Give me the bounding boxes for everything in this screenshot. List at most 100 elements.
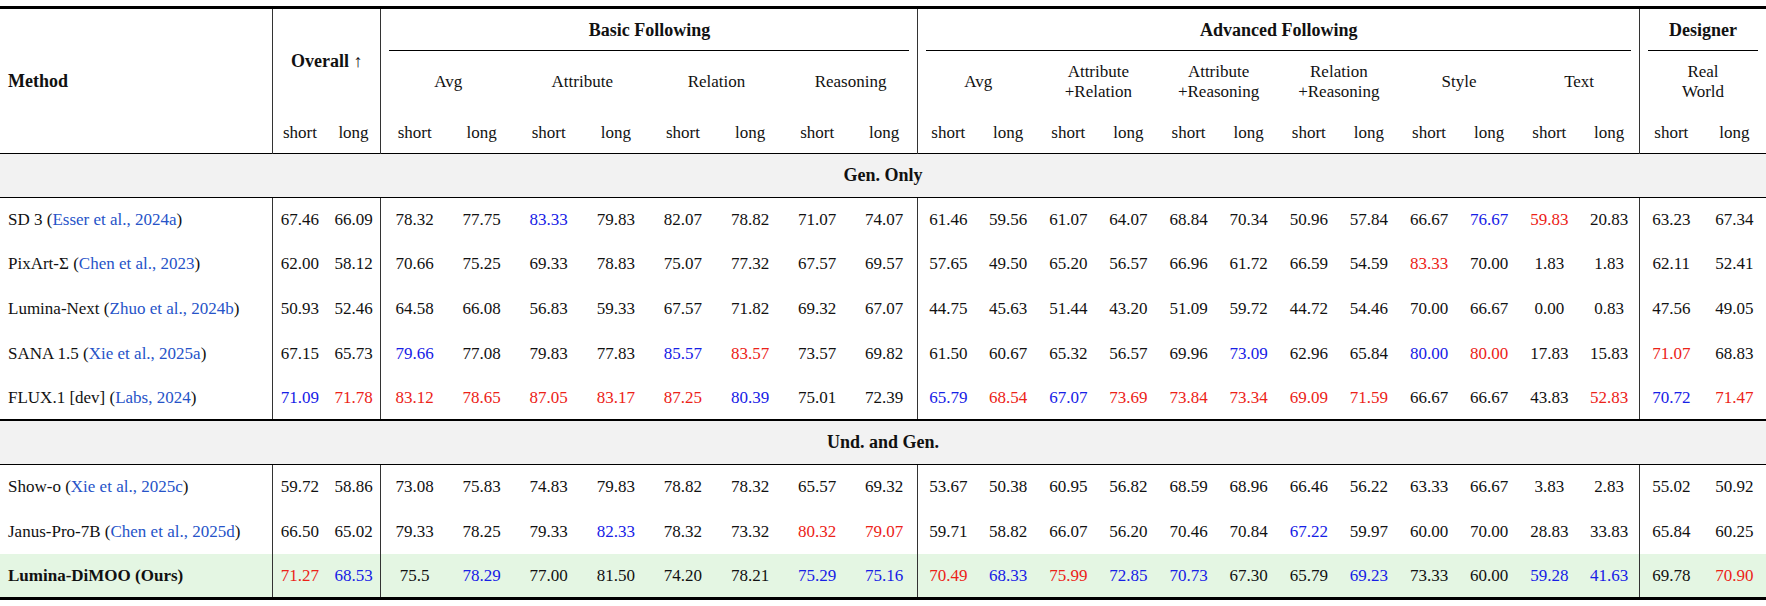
metric-cell: 62.11 xyxy=(1640,242,1703,287)
metric-cell: 65.20 xyxy=(1038,242,1098,287)
metric-cell: 70.90 xyxy=(1703,554,1766,599)
metric-cell: 75.07 xyxy=(649,242,716,287)
metric-cell: 51.44 xyxy=(1038,286,1098,331)
metric-cell: 73.33 xyxy=(1399,554,1459,599)
metric-cell: 68.83 xyxy=(1703,331,1766,376)
metric-cell: 78.83 xyxy=(582,242,649,287)
metric-cell: 56.57 xyxy=(1098,331,1158,376)
metric-cell: 65.84 xyxy=(1339,331,1399,376)
metric-cell: 56.20 xyxy=(1098,509,1158,554)
metric-cell: 69.82 xyxy=(851,331,918,376)
paper-table-figure: Method Overall ↑ Basic Following Advance… xyxy=(0,0,1766,606)
metric-cell: 73.69 xyxy=(1098,376,1158,421)
metric-cell: 17.83 xyxy=(1519,331,1579,376)
metric-cell: 83.33 xyxy=(1399,242,1459,287)
subcol-long: long xyxy=(1579,113,1639,154)
method-name: PixArt-Σ xyxy=(8,254,69,273)
metric-cell: 82.07 xyxy=(649,197,716,242)
metric-cell: 61.46 xyxy=(918,197,978,242)
metric-cell: 80.00 xyxy=(1399,331,1459,376)
metric-cell: 87.05 xyxy=(515,376,582,421)
metric-cell: 68.33 xyxy=(978,554,1038,599)
metric-cell: 78.25 xyxy=(448,509,515,554)
metric-cell: 50.96 xyxy=(1279,197,1339,242)
metric-cell: 66.67 xyxy=(1459,376,1519,421)
citation-link[interactable]: Esser et al., 2024a xyxy=(52,210,176,229)
subgroup-style: Style xyxy=(1399,51,1519,113)
method-name: Lumina-Next xyxy=(8,299,100,318)
metric-cell: 66.07 xyxy=(1038,509,1098,554)
metric-cell: 70.46 xyxy=(1158,509,1218,554)
metric-cell: 66.08 xyxy=(448,286,515,331)
method-name: Janus-Pro-7B xyxy=(8,522,101,541)
metric-cell: 3.83 xyxy=(1519,465,1579,510)
metric-cell: 50.92 xyxy=(1703,465,1766,510)
metric-cell: 77.08 xyxy=(448,331,515,376)
metric-cell: 77.00 xyxy=(515,554,582,599)
metric-cell: 0.00 xyxy=(1519,286,1579,331)
method-cell: Show-o (Xie et al., 2025c) xyxy=(0,465,273,510)
subcol-long: long xyxy=(1703,113,1766,154)
metric-cell: 70.72 xyxy=(1640,376,1703,421)
metric-cell: 59.83 xyxy=(1519,197,1579,242)
metric-cell: 56.22 xyxy=(1339,465,1399,510)
metric-cell: 80.00 xyxy=(1459,331,1519,376)
metric-cell: 85.57 xyxy=(649,331,716,376)
metric-cell: 78.32 xyxy=(717,465,784,510)
metric-cell: 80.39 xyxy=(717,376,784,421)
subcol-short: short xyxy=(1158,113,1218,154)
metric-cell: 75.25 xyxy=(448,242,515,287)
metric-cell: 76.67 xyxy=(1459,197,1519,242)
metric-cell: 58.82 xyxy=(978,509,1038,554)
metric-cell: 63.33 xyxy=(1399,465,1459,510)
metric-cell: 65.79 xyxy=(918,376,978,421)
metric-cell: 75.29 xyxy=(784,554,851,599)
subcol-long: long xyxy=(448,113,515,154)
metric-cell: 80.32 xyxy=(784,509,851,554)
table-row: SD 3 (Esser et al., 2024a)67.4666.0978.3… xyxy=(0,197,1766,242)
subcol-short: short xyxy=(1038,113,1098,154)
metric-cell: 51.09 xyxy=(1158,286,1218,331)
metric-cell: 83.12 xyxy=(381,376,448,421)
citation-link[interactable]: Chen et al., 2023 xyxy=(79,254,195,273)
citation-link[interactable]: Xie et al., 2025a xyxy=(89,344,201,363)
metric-cell: 67.46 xyxy=(273,197,327,242)
metric-cell: 66.96 xyxy=(1158,242,1218,287)
subgroup-reasoning: Reasoning xyxy=(784,51,918,113)
metric-cell: 79.33 xyxy=(515,509,582,554)
citation-link[interactable]: Xie et al., 2025c xyxy=(71,477,183,496)
metric-cell: 67.07 xyxy=(1038,376,1098,421)
method-cell: SANA 1.5 (Xie et al., 2025a) xyxy=(0,331,273,376)
subgroup-real-world: Real World xyxy=(1640,51,1766,113)
metric-cell: 87.25 xyxy=(649,376,716,421)
subcol-short: short xyxy=(381,113,448,154)
metric-cell: 78.29 xyxy=(448,554,515,599)
method-name: SANA 1.5 xyxy=(8,344,79,363)
metric-cell: 73.32 xyxy=(717,509,784,554)
method-column-header: Method xyxy=(0,8,273,154)
metric-cell: 65.79 xyxy=(1279,554,1339,599)
metric-cell: 68.84 xyxy=(1158,197,1218,242)
metric-cell: 70.00 xyxy=(1459,242,1519,287)
method-cell: FLUX.1 [dev] (Labs, 2024) xyxy=(0,376,273,421)
metric-cell: 65.32 xyxy=(1038,331,1098,376)
metric-cell: 70.00 xyxy=(1459,509,1519,554)
metric-cell: 69.32 xyxy=(784,286,851,331)
metric-cell: 44.75 xyxy=(918,286,978,331)
subcol-short: short xyxy=(1399,113,1459,154)
subcol-short: short xyxy=(515,113,582,154)
metric-cell: 56.82 xyxy=(1098,465,1158,510)
metric-cell: 68.96 xyxy=(1219,465,1279,510)
metric-cell: 65.73 xyxy=(327,331,381,376)
citation-link[interactable]: Labs, 2024 xyxy=(115,388,191,407)
subcol-long: long xyxy=(582,113,649,154)
metric-cell: 50.93 xyxy=(273,286,327,331)
metric-cell: 45.63 xyxy=(978,286,1038,331)
citation-link[interactable]: Chen et al., 2025d xyxy=(110,522,234,541)
table-row: Show-o (Xie et al., 2025c)59.7258.8673.0… xyxy=(0,465,1766,510)
metric-cell: 64.07 xyxy=(1098,197,1158,242)
metric-cell: 53.67 xyxy=(918,465,978,510)
metric-cell: 67.15 xyxy=(273,331,327,376)
citation-link[interactable]: Zhuo et al., 2024b xyxy=(110,299,234,318)
section-band: Und. and Gen. xyxy=(0,420,1766,464)
